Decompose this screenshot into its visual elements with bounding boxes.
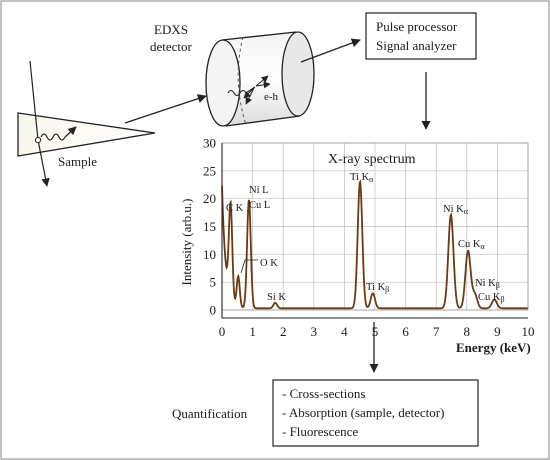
quantification-section: Quantification - Cross-sections - Absorp… [172, 379, 479, 447]
x-tick-label: 7 [433, 324, 440, 339]
quantification-label: Quantification [172, 406, 248, 421]
y-axis-label: Intensity (arb.u.) [179, 198, 194, 285]
hole-arrow-1 [243, 87, 255, 99]
hole-arrow-2 [245, 87, 255, 105]
peak-label-ti-ka: Ti Kα [350, 172, 374, 184]
x-tick-label: 5 [372, 324, 379, 339]
edxs-detector: EDXS detector e-h [150, 22, 315, 127]
y-tick-label: 0 [210, 303, 217, 318]
interaction-point [34, 136, 42, 144]
transmitted-beam-arrow [37, 139, 50, 187]
quantification-item: - Cross-sections [282, 386, 365, 401]
processor-label-line1: Pulse processor [376, 19, 458, 34]
electron-arrow-2 [255, 81, 271, 89]
electron-hole-label: e-h [264, 91, 279, 103]
x-tick-label: 0 [219, 324, 226, 339]
detector-body [220, 32, 300, 126]
sample-to-detector-arrow [124, 94, 207, 124]
x-tick-label: 2 [280, 324, 287, 339]
peak-label-ni-ka: Ni Kα [443, 204, 469, 216]
y-tick-label: 25 [203, 163, 216, 178]
peak-label-cu-kb: Cu Kβ [478, 292, 505, 304]
detector-front-face [205, 39, 241, 127]
quantification-box [272, 379, 479, 447]
peak-label-cu-ka: Cu Kα [458, 239, 485, 251]
y-tick-label: 10 [203, 247, 216, 262]
peak-label-ni-l: Ni L [249, 185, 269, 196]
detector-label-line2: detector [150, 39, 193, 54]
detector-photon-wave [227, 89, 247, 97]
x-tick-label: 10 [522, 324, 535, 339]
xray-emission-arrow [64, 126, 77, 138]
sample-wedge [17, 112, 156, 157]
incident-beam [29, 60, 39, 141]
depletion-boundary [237, 36, 247, 126]
peak-label-si-k: Si K [267, 292, 286, 303]
pulse-processor-box: Pulse processor Signal analyzer [365, 12, 477, 60]
o-k-leader-line [240, 259, 258, 274]
x-tick-label: 8 [464, 324, 471, 339]
detector-label-line1: EDXS [154, 22, 188, 37]
y-tick-label: 20 [203, 191, 216, 206]
x-tick-label: 9 [494, 324, 501, 339]
xray-emission-wave [40, 133, 66, 141]
sample-label: Sample [58, 154, 97, 169]
electron-arrow-1 [255, 75, 269, 87]
x-tick-label: 6 [402, 324, 409, 339]
x-tick-label: 4 [341, 324, 348, 339]
peak-label-o-k: O K [260, 258, 278, 269]
x-axis-label: Energy (keV) [456, 340, 531, 355]
peak-label-c-k: C K [226, 203, 244, 214]
chart-title: X-ray spectrum [328, 152, 416, 167]
processor-label-line2: Signal analyzer [376, 38, 457, 53]
y-tick-label: 15 [203, 219, 216, 234]
peak-label-ti-kb: Ti Kβ [366, 282, 389, 294]
x-tick-label: 1 [249, 324, 256, 339]
y-tick-label: 5 [210, 275, 217, 290]
quantification-item: - Absorption (sample, detector) [282, 405, 444, 420]
detector-to-processor-arrow [300, 38, 361, 63]
peak-label-cu-l: Cu L [249, 200, 270, 211]
sample-group: Sample [17, 60, 156, 187]
detector-back-face [281, 31, 315, 117]
y-tick-label: 30 [203, 136, 216, 151]
peak-label-ni-kb: Ni Kβ [475, 278, 500, 290]
quantification-item: - Fluorescence [282, 424, 358, 439]
spectrum-line [221, 179, 528, 310]
chart-ticks: 0 1 2 3 4 5 6 7 8 9 10 0 5 10 15 20 25 30 [203, 136, 535, 340]
x-tick-label: 3 [311, 324, 318, 339]
